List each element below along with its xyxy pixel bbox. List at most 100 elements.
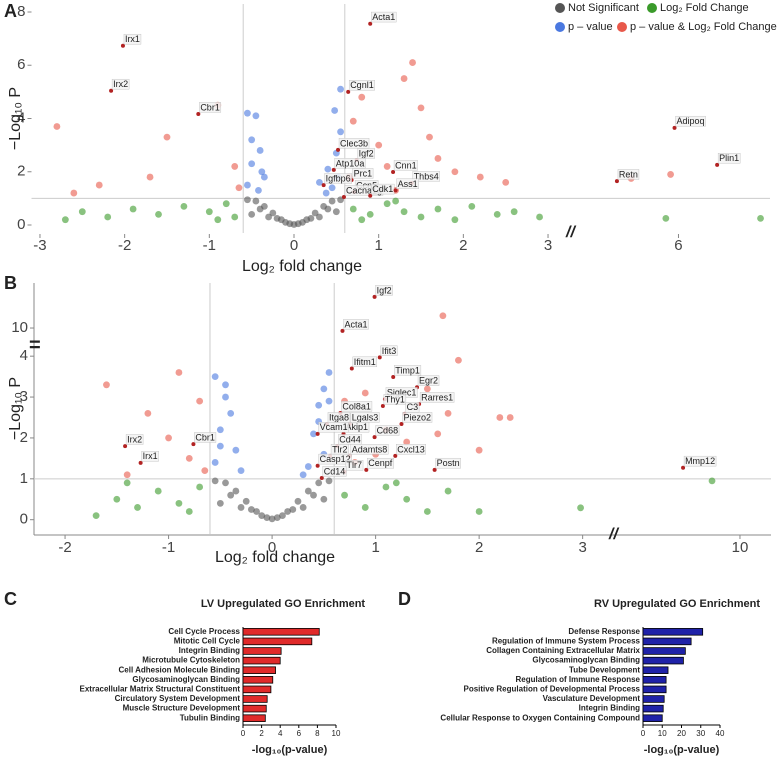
- point: [320, 385, 328, 393]
- point: [214, 216, 222, 224]
- point: [423, 385, 431, 393]
- bar: [642, 647, 686, 655]
- point: [417, 213, 425, 221]
- gene-label-text: Thy1: [385, 394, 405, 404]
- panel-letter: B: [4, 273, 17, 293]
- point: [320, 495, 328, 503]
- gene-label-text: C3: [407, 402, 419, 412]
- point: [222, 393, 229, 401]
- bar: [242, 637, 313, 646]
- point: [216, 442, 224, 450]
- gene-label-text: Ass1: [398, 179, 418, 189]
- point: [325, 397, 333, 405]
- gene-label: Cd44: [338, 434, 363, 445]
- x-tick-label: 10: [658, 729, 667, 738]
- x-axis-label: -log₁₀(p-value): [252, 744, 328, 756]
- point: [231, 213, 239, 221]
- label-box: [123, 33, 142, 45]
- bar: [642, 704, 664, 713]
- point: [337, 85, 344, 93]
- bar: [642, 685, 667, 694]
- highlight-point: [377, 355, 382, 360]
- label-box: [194, 432, 217, 443]
- point: [165, 434, 172, 442]
- highlight-point: [315, 431, 320, 436]
- point: [304, 487, 312, 495]
- highlight-point: [109, 88, 114, 93]
- x-tick-label: -2: [118, 237, 131, 254]
- gene-label: Igf2: [375, 285, 393, 296]
- gene-label: Thbs4: [412, 171, 440, 182]
- label-box: [125, 434, 144, 445]
- point: [248, 210, 256, 218]
- point: [409, 59, 416, 66]
- point: [232, 487, 240, 495]
- point: [273, 214, 281, 222]
- label-box: [419, 392, 455, 403]
- point: [290, 221, 298, 228]
- point: [144, 410, 152, 417]
- category-label: Muscle Structure Development: [123, 704, 241, 713]
- gene-label-text: Egr2: [419, 376, 438, 386]
- category-label: Tube Development: [569, 665, 640, 674]
- label-box: [394, 365, 422, 376]
- label-box: [324, 173, 352, 184]
- category-label: Integrin Binding: [579, 704, 640, 713]
- point: [255, 186, 262, 194]
- gene-label-text: Adamts8: [352, 444, 388, 454]
- label-box: [341, 401, 373, 412]
- gene-label: Cxcl13: [396, 444, 426, 455]
- x-tick-label: 3: [578, 539, 586, 556]
- point: [104, 213, 112, 221]
- point: [434, 155, 442, 162]
- gene-label-text: Igfbp6: [326, 173, 351, 183]
- point: [324, 165, 332, 173]
- label-box: [417, 375, 440, 386]
- point: [434, 430, 442, 438]
- y-tick-label: 4: [20, 347, 28, 364]
- y-tick-label: 0: [20, 511, 28, 528]
- gene-label: Egr2: [417, 375, 440, 386]
- bar: [242, 647, 282, 655]
- label-box: [375, 285, 393, 296]
- legend-label: p – value: [568, 21, 613, 33]
- category-label: Cell Adhesion Molecule Binding: [119, 665, 241, 674]
- gene-label-text: Acta1: [344, 319, 367, 329]
- point: [154, 487, 162, 495]
- y-axis-label: −Log₁₀ P: [7, 87, 24, 150]
- legend-label: Log₂ Fold Change: [660, 2, 749, 14]
- point: [577, 504, 584, 512]
- gene-label-text: Igf2: [377, 285, 392, 295]
- point: [222, 200, 230, 208]
- point: [163, 133, 171, 141]
- legend-swatch: [617, 22, 627, 32]
- highlight-point: [340, 328, 345, 333]
- panel-letter: D: [398, 589, 411, 609]
- point: [366, 210, 374, 218]
- y-axis-break: =: [29, 334, 41, 356]
- point: [244, 181, 251, 189]
- category-label: Glycosaminoglycan Binding: [132, 675, 240, 684]
- point: [222, 381, 229, 389]
- bar: [242, 704, 267, 713]
- point: [392, 479, 400, 487]
- label-box: [393, 160, 418, 171]
- point: [307, 214, 315, 222]
- label-box: [352, 356, 378, 368]
- point: [662, 214, 670, 222]
- point: [113, 495, 121, 503]
- bar: [642, 695, 665, 703]
- highlight-point: [336, 147, 341, 152]
- label-box: [396, 178, 419, 189]
- gene-label: Plin1: [717, 153, 741, 164]
- legend-swatch: [647, 3, 657, 13]
- gene-label-text: Vcam1: [320, 422, 348, 432]
- point: [400, 75, 408, 82]
- label-box: [412, 171, 440, 182]
- y-tick-label: 1: [20, 470, 28, 487]
- label-box: [375, 425, 400, 436]
- point: [475, 446, 483, 454]
- gene-label-text: Cd14: [324, 466, 346, 476]
- gene-label: Rarres1: [419, 392, 455, 403]
- point: [434, 205, 442, 213]
